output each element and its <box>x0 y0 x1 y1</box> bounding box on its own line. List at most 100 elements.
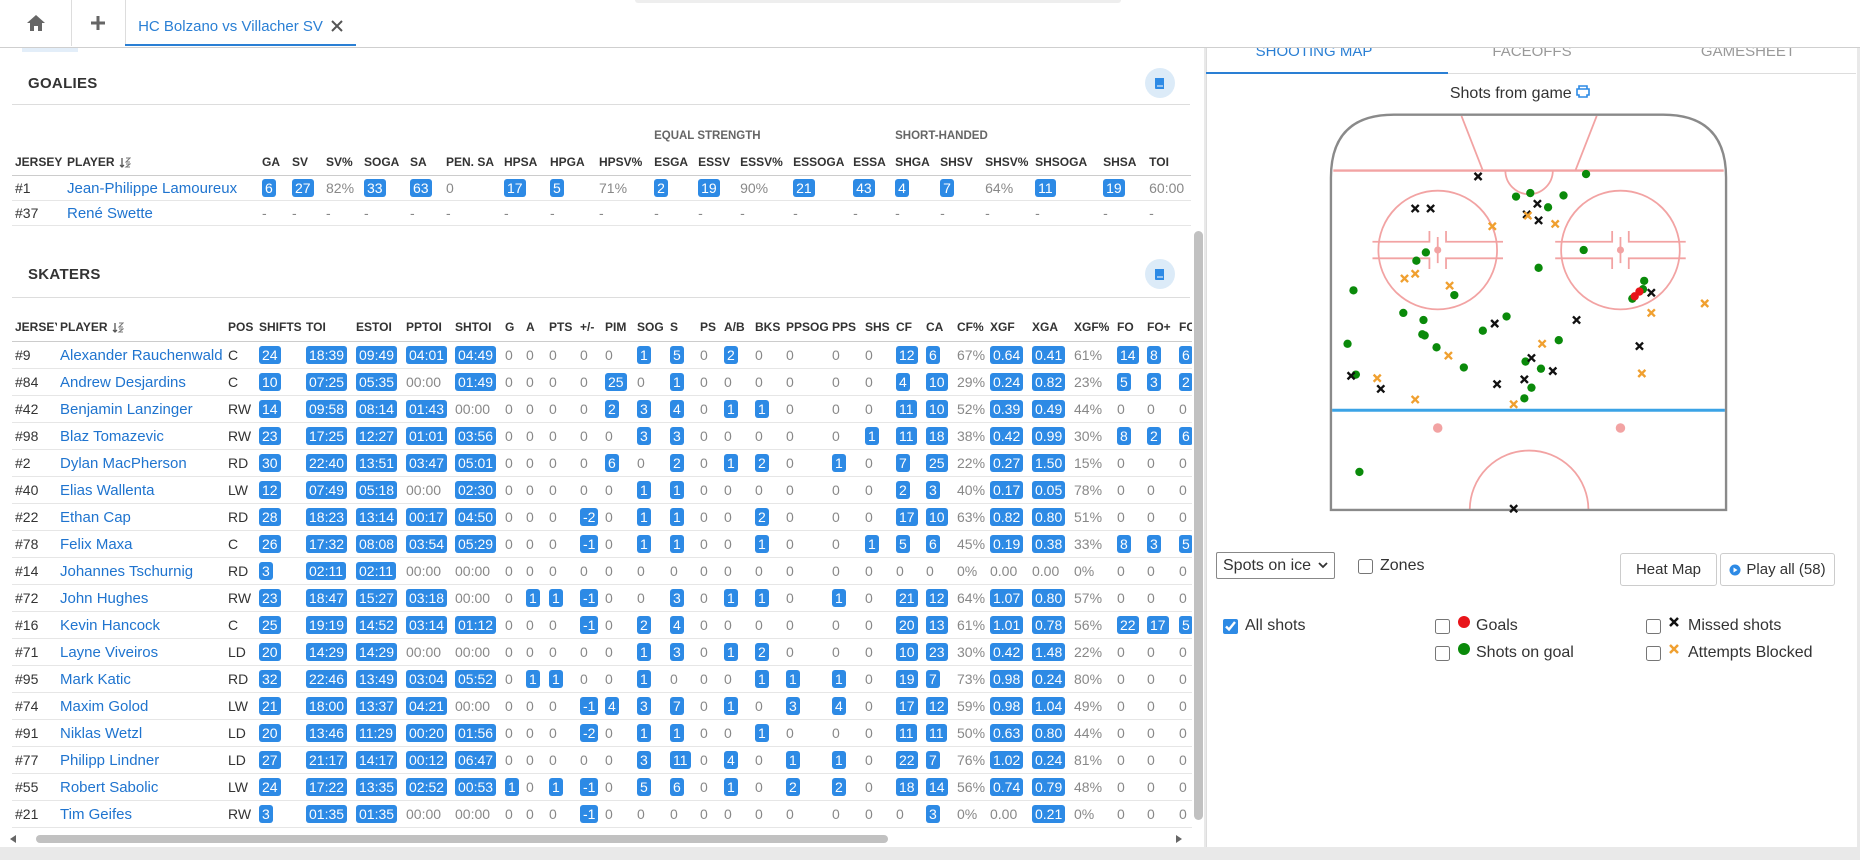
player-link[interactable]: Alexander Rauchenwald <box>60 346 223 364</box>
cell: -2 <box>577 503 602 531</box>
column-label: S <box>670 319 679 334</box>
cell: 0.41 <box>1029 341 1071 369</box>
stat-badge: 63 <box>410 179 432 197</box>
horizontal-scrollbar[interactable] <box>36 835 888 843</box>
cell: 0 <box>523 827 546 831</box>
player-link[interactable]: Mark Katic <box>60 670 131 688</box>
player-link[interactable]: Niklas Wetzl <box>60 724 143 742</box>
stat-badge: 11 <box>926 724 947 742</box>
scroll-right-arrow[interactable] <box>1174 834 1184 844</box>
goals-checkbox[interactable] <box>1435 619 1450 634</box>
player-link[interactable]: Philipp Lindner <box>60 751 160 769</box>
player-link[interactable]: Robert Sabolic <box>60 778 159 796</box>
scroll-left-arrow[interactable] <box>8 834 18 844</box>
stat-badge: 5 <box>1179 535 1192 553</box>
close-icon[interactable] <box>331 20 343 32</box>
cell: 11:29 <box>353 719 403 747</box>
player-link[interactable]: Johannes Tschurnig <box>60 562 194 580</box>
cell-value: 0 <box>505 725 513 741</box>
cell: 7 <box>667 692 697 720</box>
cell: 10:39 <box>353 827 403 831</box>
cell-value: 0 <box>700 752 708 768</box>
cell-text: #95 <box>15 671 39 687</box>
play-all-button[interactable]: Play all (58) <box>1720 553 1835 586</box>
stat-badge: 0.42 <box>990 643 1024 661</box>
cell: 61% <box>1071 341 1114 369</box>
stat-badge: 5 <box>550 179 564 197</box>
cell: 30 <box>256 449 303 477</box>
player-link[interactable]: Tim Geifes <box>60 805 132 823</box>
cell: 14:52 <box>353 611 403 639</box>
player-link[interactable]: Maxim Golod <box>60 697 149 715</box>
player-link[interactable]: Benjamin Lanzinger <box>60 400 193 418</box>
cell-value: 0 <box>1179 509 1187 525</box>
vertical-scrollbar[interactable] <box>1194 231 1203 820</box>
stat-badge: 05:18 <box>356 481 398 499</box>
home-button[interactable] <box>0 0 72 46</box>
cell-value: 52% <box>957 401 986 417</box>
sort-icon[interactable] <box>119 157 132 168</box>
cell: 22% <box>1071 638 1114 666</box>
cell-value: 0 <box>832 617 840 633</box>
cell-value: 0 <box>1147 455 1155 471</box>
stat-badge: 17 <box>896 697 918 715</box>
table-row: #42 Benjamin Lanzinger RW 14 09:58 08:14 01:43… <box>12 395 1192 423</box>
cell: 17:22 <box>303 773 353 801</box>
cell: 8 <box>1144 341 1176 369</box>
cell-value: 0 <box>724 482 732 498</box>
cell: 15 <box>923 827 954 831</box>
heat-map-button[interactable]: Heat Map <box>1620 553 1717 586</box>
cell: 0 <box>546 719 577 747</box>
cell: 08:14 <box>353 395 403 423</box>
player-link[interactable]: Elias Wallenta <box>60 481 155 499</box>
column-header: SHGA <box>892 148 938 176</box>
game-tab[interactable]: HC Bolzano vs Villacher SV <box>125 8 356 46</box>
cell: 14 <box>923 773 954 801</box>
view-select[interactable]: Spots on ice <box>1216 552 1335 579</box>
column-label: SHSV% <box>985 154 1029 169</box>
player-link[interactable]: Jean-Philippe Lamoureux <box>67 179 238 197</box>
player-link[interactable]: Andrew Desjardins <box>60 373 186 391</box>
cell: 0 <box>502 692 523 720</box>
player-link[interactable]: John Hughes <box>60 589 149 607</box>
add-tab-button[interactable] <box>71 0 126 46</box>
cell: 0 <box>546 746 577 774</box>
blocked-checkbox[interactable] <box>1646 646 1661 661</box>
export-button[interactable] <box>1145 259 1175 289</box>
column-label: CF% <box>957 319 984 334</box>
player-link[interactable]: René Swette <box>67 204 153 222</box>
column-header: PEN. SA <box>443 148 501 176</box>
cell-value: 51% <box>1074 509 1103 525</box>
stat-badge: 43 <box>853 179 875 197</box>
cell-value: 0 <box>832 428 840 444</box>
stat-badge: 00:12 <box>406 751 448 769</box>
sort-icon[interactable] <box>112 322 125 333</box>
cell-value: 0 <box>700 428 708 444</box>
cell: 13:51 <box>353 449 403 477</box>
missed-checkbox[interactable] <box>1646 619 1661 634</box>
zones-checkbox[interactable] <box>1358 559 1373 574</box>
shots-on-goal-checkbox[interactable] <box>1435 646 1450 661</box>
cell: 0 <box>1114 476 1144 504</box>
cell-value: 0 <box>505 806 513 822</box>
cell: 0.79 <box>1029 773 1071 801</box>
print-icon[interactable] <box>1576 85 1590 98</box>
player-link[interactable]: Layne Viveiros <box>60 643 159 661</box>
player-link[interactable]: Dylan MacPherson <box>60 454 187 472</box>
export-button[interactable] <box>1145 68 1175 98</box>
player-link[interactable]: Blaz Tomazevic <box>60 427 164 445</box>
cell: 0.27 <box>987 449 1029 477</box>
all-shots-checkbox[interactable] <box>1223 619 1238 634</box>
stat-badge: 05:52 <box>455 670 497 688</box>
sort-letters <box>124 157 132 168</box>
player-link[interactable]: Ethan Cap <box>60 508 131 526</box>
cell-value: 0 <box>724 374 732 390</box>
cell: 17:25 <box>303 422 353 450</box>
player-link[interactable]: Felix Maxa <box>60 535 133 553</box>
stat-badge: 23 <box>926 643 948 661</box>
cell: 0 <box>546 638 577 666</box>
cell-text: LD <box>228 725 246 741</box>
cell: 1 <box>634 719 667 747</box>
player-link[interactable]: Kevin Hancock <box>60 616 161 634</box>
